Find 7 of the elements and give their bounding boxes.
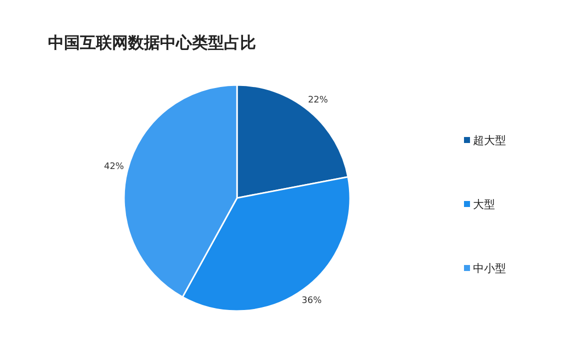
chart-title: 中国互联网数据中心类型占比 bbox=[48, 33, 256, 52]
legend-label: 超大型 bbox=[473, 134, 506, 148]
legend-label: 大型 bbox=[473, 198, 495, 212]
data-label: 22% bbox=[308, 96, 328, 106]
data-label: 36% bbox=[302, 296, 322, 306]
legend-label: 中小型 bbox=[473, 262, 506, 276]
data-label: 42% bbox=[104, 162, 124, 172]
